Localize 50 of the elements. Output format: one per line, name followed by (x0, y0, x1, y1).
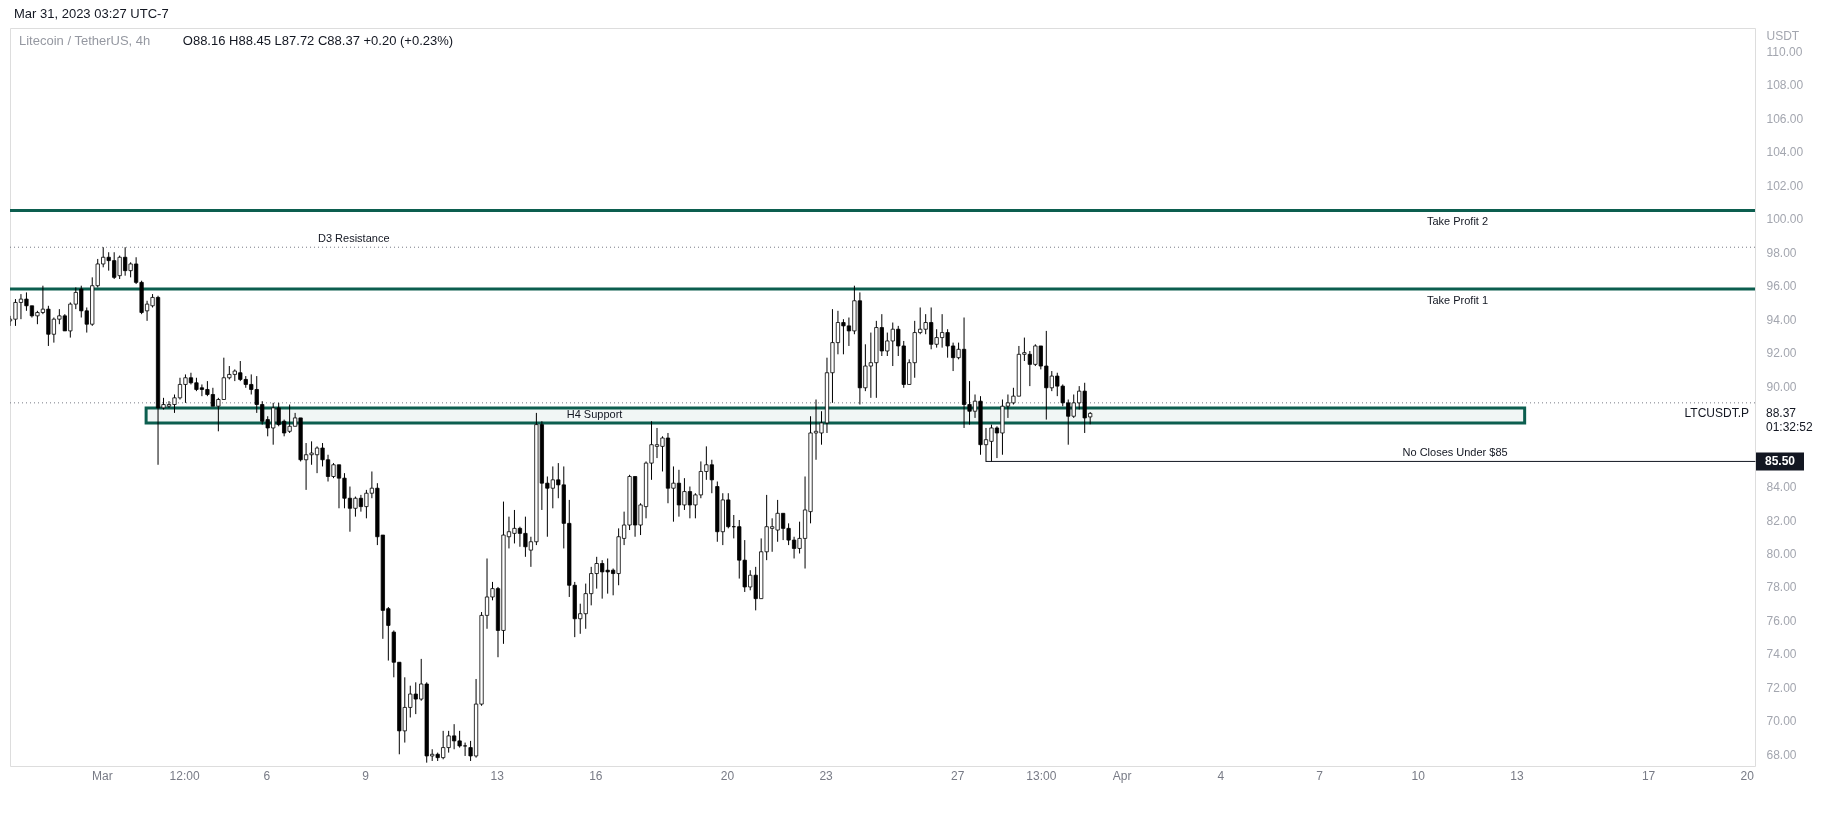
ref-line-label: Take Profit 1 (1426, 294, 1489, 307)
ref-line-label: D3 Resistance (317, 232, 390, 245)
x-tick-label: 27 (951, 768, 965, 783)
y-tick-label: 70.00 (1766, 714, 1797, 729)
x-tick-label: 6 (263, 768, 271, 783)
x-tick-label: Apr (1112, 768, 1132, 783)
band-label: H4 Support (566, 408, 623, 421)
x-tick-label: 12:00 (169, 768, 200, 783)
x-tick-label: 13:00 (1026, 768, 1057, 783)
y-tick-label: 106.00 (1766, 111, 1804, 126)
x-tick-label: 13 (490, 768, 505, 783)
ref-line-label: Take Profit 2 (1426, 215, 1489, 228)
x-tick-label: 20 (1740, 768, 1755, 783)
x-tick-label: 23 (819, 768, 834, 783)
y-tick-label: 68.00 (1766, 747, 1797, 762)
chart-subtitle: O88.16 H88.45 L87.72 C88.37 +0.20 (+0.23%) (182, 33, 454, 48)
x-tick-label: 9 (362, 768, 370, 783)
y-axis-title: USDT (1766, 28, 1800, 43)
y-tick-label: 104.00 (1766, 145, 1804, 160)
y-tick-label: 102.00 (1766, 178, 1804, 193)
chart-title: Litecoin / TetherUS, 4h (19, 33, 151, 48)
x-tick-label: 13 (1510, 768, 1524, 783)
x-tick-label: 20 (720, 768, 735, 783)
y-tick-label: 78.00 (1766, 580, 1797, 595)
x-tick-label: 7 (1316, 768, 1324, 783)
x-tick-label: 16 (589, 768, 603, 783)
series-label: No Closes Under $85 (1402, 446, 1508, 459)
y-tick-label: 72.00 (1766, 680, 1797, 695)
y-tick-label: 90.00 (1766, 379, 1797, 394)
y-tick-label: 100.00 (1766, 212, 1804, 227)
y-tick-label: 96.00 (1766, 279, 1797, 294)
y-tick-label: 74.00 (1766, 647, 1797, 662)
text: 01:32:52 (1766, 420, 1814, 435)
y-tick-label: 84.00 (1766, 480, 1797, 495)
y-tick-label: 76.00 (1766, 613, 1797, 628)
x-tick-label: Mar (92, 768, 113, 783)
text: 85.50 (1765, 454, 1796, 469)
x-tick-label: 17 (1641, 768, 1656, 783)
y-tick-label: 110.00 (1766, 44, 1803, 59)
y-tick-label: 82.00 (1766, 513, 1797, 528)
y-tick-label: 98.00 (1766, 245, 1797, 260)
x-tick-label: 4 (1217, 768, 1225, 783)
y-tick-label: 94.00 (1766, 312, 1797, 327)
annotation: LTCUSDT.P (1684, 406, 1749, 421)
y-tick-label: 80.00 (1766, 546, 1797, 561)
y-tick-label: 108.00 (1766, 78, 1804, 93)
x-tick-label: 10 (1411, 768, 1426, 783)
text: Mar 31, 2023 03:27 UTC-7 (14, 6, 169, 21)
y-tick-label: 92.00 (1766, 346, 1797, 361)
text: 88.37 (1766, 406, 1797, 421)
